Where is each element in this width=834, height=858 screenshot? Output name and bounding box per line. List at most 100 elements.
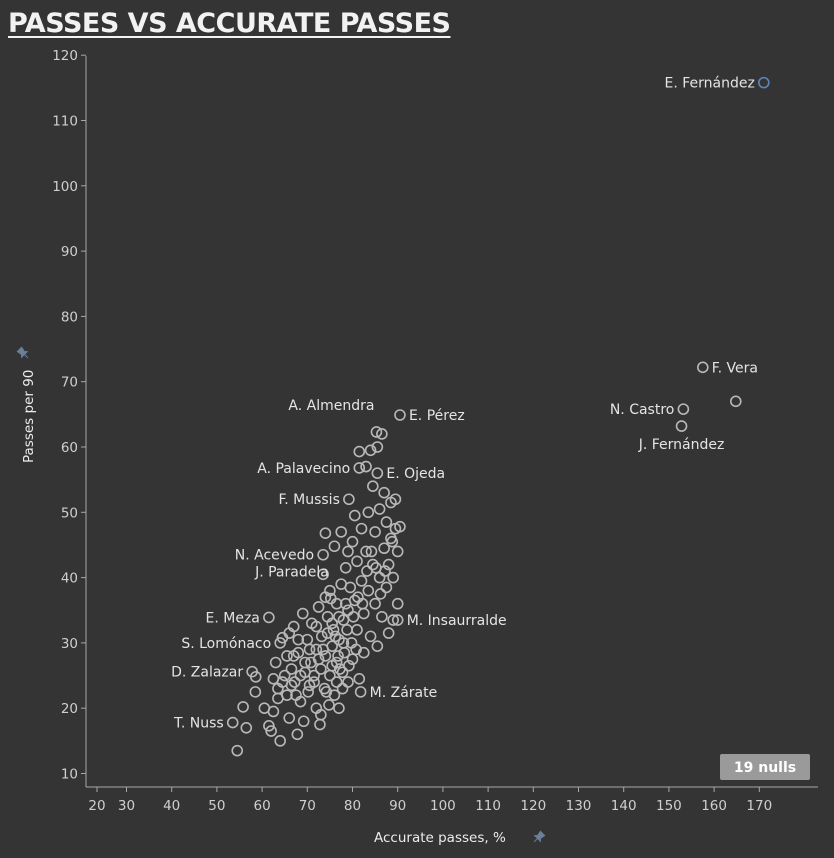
data-point[interactable]	[373, 571, 386, 584]
data-point[interactable]	[364, 444, 377, 457]
data-point[interactable]	[320, 686, 333, 698]
data-point[interactable]	[344, 581, 357, 594]
data-point[interactable]	[335, 526, 348, 538]
data-point[interactable]	[382, 627, 395, 639]
data-point[interactable]	[328, 540, 341, 553]
data-point[interactable]	[357, 607, 370, 620]
data-point[interactable]	[341, 624, 353, 636]
data-point[interactable]	[386, 535, 399, 548]
data-point[interactable]	[269, 656, 282, 669]
data-point[interactable]	[299, 656, 311, 669]
data-point[interactable]	[319, 650, 332, 662]
data-point[interactable]	[379, 565, 391, 577]
data-point[interactable]	[265, 725, 277, 737]
data-point[interactable]	[327, 624, 340, 636]
data-point[interactable]	[312, 653, 325, 666]
data-point-labeled[interactable]	[353, 462, 366, 474]
data-point[interactable]	[288, 676, 301, 688]
data-point[interactable]	[330, 676, 343, 688]
data-point[interactable]	[378, 486, 390, 499]
data-point[interactable]	[274, 735, 286, 747]
data-point[interactable]	[332, 650, 344, 662]
data-point[interactable]	[237, 701, 249, 713]
data-point[interactable]	[371, 640, 384, 652]
data-point-labeled[interactable]	[317, 548, 329, 561]
data-point[interactable]	[326, 617, 338, 630]
data-point-labeled[interactable]	[354, 686, 367, 698]
data-point[interactable]	[314, 718, 326, 731]
data-point[interactable]	[362, 506, 375, 519]
data-point[interactable]	[294, 669, 307, 682]
data-point[interactable]	[351, 555, 363, 568]
data-point[interactable]	[281, 689, 293, 701]
data-point[interactable]	[263, 720, 275, 732]
data-point-labeled[interactable]	[325, 592, 337, 605]
data-point[interactable]	[303, 679, 316, 692]
data-point[interactable]	[296, 607, 309, 620]
data-point[interactable]	[346, 535, 359, 548]
data-point[interactable]	[297, 715, 310, 728]
data-point[interactable]	[369, 526, 381, 538]
data-point[interactable]	[302, 686, 315, 698]
data-point[interactable]	[389, 493, 402, 506]
data-point[interactable]	[367, 480, 379, 492]
data-point[interactable]	[353, 673, 366, 685]
data-point[interactable]	[315, 630, 328, 643]
nulls-badge[interactable]: 19 nulls	[720, 754, 810, 780]
data-point[interactable]	[342, 676, 354, 688]
data-point[interactable]	[287, 650, 300, 662]
data-point[interactable]	[323, 699, 335, 711]
data-point-labeled[interactable]	[371, 467, 384, 479]
data-point-labeled[interactable]	[226, 716, 239, 729]
data-point[interactable]	[355, 522, 368, 535]
data-point[interactable]	[374, 588, 387, 600]
data-point-labeled[interactable]	[675, 420, 688, 432]
data-point[interactable]	[387, 571, 399, 584]
data-point[interactable]	[339, 562, 352, 574]
data-point[interactable]	[319, 527, 332, 539]
data-point[interactable]	[319, 591, 332, 603]
data-point[interactable]	[376, 610, 388, 623]
data-point-labeled[interactable]	[370, 426, 383, 438]
data-point[interactable]	[317, 643, 329, 656]
data-point[interactable]	[346, 653, 359, 666]
data-point-labeled[interactable]	[274, 637, 286, 649]
data-point[interactable]	[303, 643, 316, 656]
data-point-labeled[interactable]	[391, 614, 404, 626]
data-point[interactable]	[382, 558, 395, 571]
data-point[interactable]	[367, 558, 379, 571]
data-point[interactable]	[339, 597, 352, 610]
data-point-labeled[interactable]	[758, 76, 770, 89]
data-point[interactable]	[378, 542, 390, 555]
data-point[interactable]	[369, 597, 381, 610]
data-point-labeled[interactable]	[343, 493, 355, 506]
data-point[interactable]	[315, 708, 327, 721]
data-point-labeled[interactable]	[246, 665, 258, 678]
data-point[interactable]	[292, 633, 305, 646]
data-point[interactable]	[310, 620, 323, 633]
data-point[interactable]	[231, 744, 244, 757]
data-point[interactable]	[281, 650, 293, 662]
data-point[interactable]	[317, 568, 329, 581]
data-point[interactable]	[336, 682, 349, 695]
data-point[interactable]	[342, 545, 354, 558]
data-point[interactable]	[285, 663, 298, 675]
data-point[interactable]	[291, 728, 304, 741]
data-point[interactable]	[353, 445, 366, 458]
data-point[interactable]	[373, 503, 386, 515]
data-point[interactable]	[336, 666, 349, 679]
data-point[interactable]	[364, 630, 377, 643]
data-point-labeled[interactable]	[696, 361, 709, 374]
data-point[interactable]	[249, 686, 262, 698]
data-point[interactable]	[394, 520, 406, 533]
data-point[interactable]	[333, 702, 345, 715]
data-point[interactable]	[283, 627, 296, 639]
data-point[interactable]	[290, 689, 302, 701]
data-point[interactable]	[356, 597, 369, 610]
data-point[interactable]	[312, 601, 325, 613]
data-point[interactable]	[342, 604, 354, 617]
data-point-labeled[interactable]	[677, 403, 690, 415]
data-point[interactable]	[380, 581, 393, 594]
data-point[interactable]	[729, 395, 742, 408]
data-point[interactable]	[350, 643, 362, 656]
